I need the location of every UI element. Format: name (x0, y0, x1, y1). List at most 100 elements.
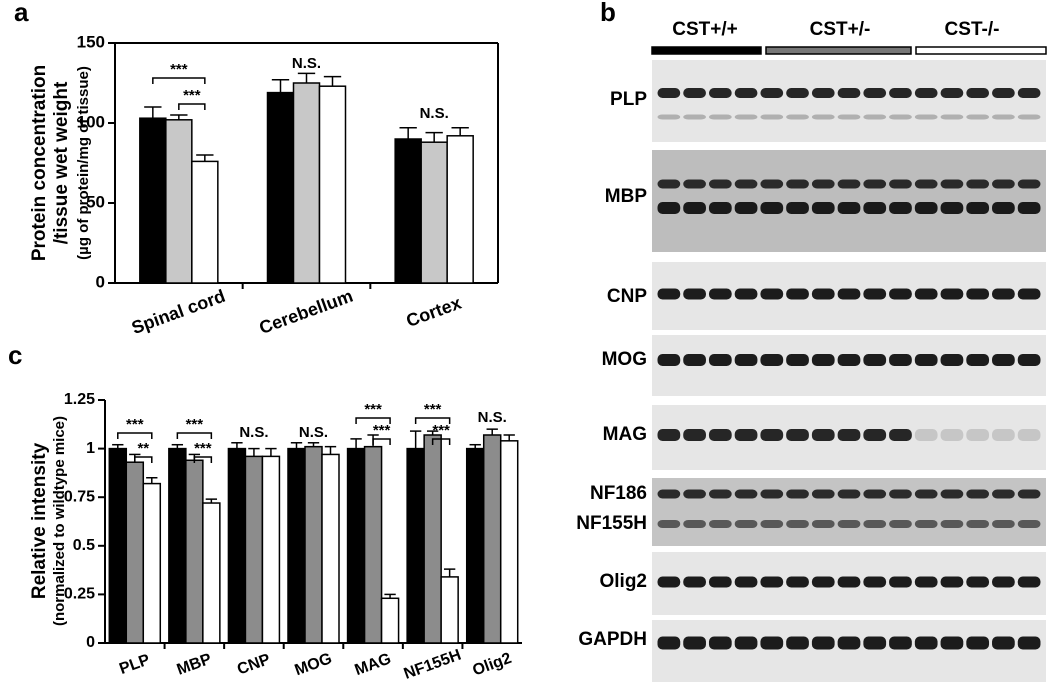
row-label: NF186 (590, 483, 647, 504)
blot-band (811, 288, 835, 300)
blot-band (811, 636, 835, 650)
group-bar (651, 46, 762, 55)
blot-band (940, 179, 964, 189)
blot-band (734, 179, 758, 189)
blot-band (940, 520, 964, 528)
blot-membrane (652, 478, 1046, 546)
error-bar (409, 430, 422, 449)
error-bar (290, 442, 303, 449)
blot-band (760, 114, 784, 120)
blot-band (914, 576, 938, 588)
blot-band (837, 489, 861, 499)
blot-band (992, 288, 1015, 300)
blot-band (811, 202, 835, 214)
annotation: N.S. (420, 105, 449, 122)
blot-band (966, 88, 990, 98)
blot-band (863, 354, 887, 366)
blot-band (657, 636, 681, 650)
x-tick-label: Cortex (404, 293, 464, 331)
panel-label: c (8, 340, 22, 370)
y-tick-label: 1 (86, 440, 95, 457)
error-bar (231, 442, 243, 449)
blot-band (914, 179, 938, 189)
blot-band (914, 429, 938, 441)
blot-band (992, 114, 1015, 120)
blot-band (786, 576, 809, 588)
blot-band (992, 489, 1015, 499)
row-label: NF155H (576, 513, 647, 534)
bar (363, 445, 383, 644)
blot-band (1017, 576, 1041, 588)
error-bar (503, 434, 515, 441)
blot-band (734, 429, 758, 441)
y-tick-label: 50 (86, 192, 105, 211)
blot-band (966, 288, 990, 300)
blot-band (811, 576, 835, 588)
blot-band (811, 429, 835, 441)
blot-band (940, 429, 964, 441)
blot-band (760, 429, 784, 441)
bar (380, 597, 400, 644)
y-axis-label: /tissue wet weight (51, 81, 72, 244)
blot-band (734, 114, 758, 120)
blot-band (786, 489, 809, 499)
blot-band (940, 576, 964, 588)
blot-band (734, 288, 758, 300)
blot-band (889, 576, 912, 588)
blot-band (657, 354, 681, 366)
blot-band (786, 88, 809, 98)
error-bar (350, 438, 362, 449)
annotation: *** (126, 416, 144, 433)
bar (244, 455, 264, 644)
row-label: MOG (602, 349, 647, 370)
bar (482, 434, 502, 644)
blot-band (889, 636, 912, 650)
blot-band (966, 114, 990, 120)
blot-band (811, 88, 835, 98)
blot-band (914, 520, 938, 528)
bar (165, 119, 193, 284)
y-tick-label: 0.75 (64, 488, 95, 505)
blot-band (760, 88, 784, 98)
x-tick-label: CNP (235, 651, 273, 679)
blot-band (683, 636, 706, 650)
blot-band (683, 202, 706, 214)
blot-band (760, 489, 784, 499)
blot-band (734, 520, 758, 528)
blot-band (708, 179, 732, 189)
blot-band (889, 489, 912, 499)
blot-band (657, 520, 681, 528)
blot-band (1017, 114, 1041, 120)
blot-band (914, 489, 938, 499)
blot-band (683, 179, 706, 189)
annotation: N.S. (299, 424, 328, 441)
bar (287, 447, 306, 644)
bar (346, 447, 366, 644)
significance-bracket (178, 103, 206, 110)
blot-band (992, 520, 1015, 528)
error-bar (384, 593, 396, 599)
blot-band (914, 636, 938, 650)
x-tick-label: MAG (353, 650, 394, 679)
row-label: GAPDH (578, 629, 647, 650)
y-tick-label: 0.25 (64, 586, 95, 603)
x-tick-label: NF155H (402, 647, 464, 683)
blot-band (837, 179, 861, 189)
blot-band (734, 636, 758, 650)
blot-band (914, 354, 938, 366)
error-bar (323, 75, 342, 87)
x-tick-label: Cerebellum (257, 286, 356, 338)
blot-band (1017, 636, 1041, 650)
bar (142, 482, 162, 644)
bar (202, 502, 221, 644)
blot-band (889, 114, 912, 120)
y-tick-label: 1.25 (64, 391, 95, 408)
group-bar (765, 46, 912, 55)
blot-membrane (652, 620, 1046, 682)
blot-band (708, 576, 732, 588)
blot-band (683, 88, 706, 98)
blot-band (708, 202, 732, 214)
panel-label: a (14, 0, 29, 27)
bar (125, 461, 145, 644)
